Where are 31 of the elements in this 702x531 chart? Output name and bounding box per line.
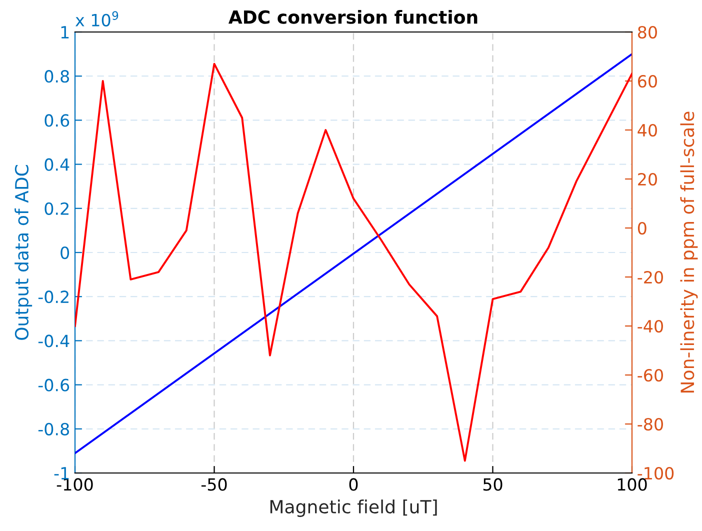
y-tick-label: -0.8 [38, 422, 69, 436]
y2-tick-label: 80 [638, 26, 657, 39]
y-axis-title: Output data of ADC [14, 165, 32, 340]
y-tick-label: 0 [60, 246, 70, 260]
y2-tick-label: 20 [638, 172, 657, 186]
y-tick-label: 1 [61, 26, 69, 38]
y2-tick-label: 0 [638, 222, 646, 235]
y2-tick-label: -100 [638, 466, 674, 480]
y2-tick-label: -20 [638, 270, 663, 284]
y-tick-label: -0.6 [38, 378, 70, 392]
x-axis-title: Magnetic field [uT] [270, 500, 437, 518]
x-tick-label: 0 [349, 478, 358, 491]
y2-tick-label: -60 [638, 368, 663, 382]
y-tick-label: 0.6 [44, 114, 70, 127]
y2-axis-title: Non-linerity in ppm of full-scale [680, 112, 698, 392]
y2-tick-label: -40 [638, 320, 663, 333]
y-tick-label: -1 [54, 467, 69, 480]
y2-tick-label: 40 [638, 124, 657, 137]
x-tick-label: -100 [56, 478, 93, 491]
y-tick-label: -0.2 [38, 290, 68, 304]
x-tick-label: -50 [201, 478, 227, 491]
y2-tick-label: 60 [638, 74, 657, 88]
y-tick-label: 0.2 [44, 202, 68, 215]
y-tick-label: 0.8 [44, 70, 69, 83]
chart-title: ADC conversion function [228, 10, 478, 24]
y2-tick-label: -80 [638, 418, 663, 431]
x-tick-label: 50 [483, 478, 502, 491]
y-tick-label: 0.4 [44, 158, 70, 171]
text: x 10$^{9}$ [75, 11, 118, 26]
x-tick-label: 100 [618, 478, 647, 491]
y-tick-label: -0.4 [38, 334, 70, 348]
